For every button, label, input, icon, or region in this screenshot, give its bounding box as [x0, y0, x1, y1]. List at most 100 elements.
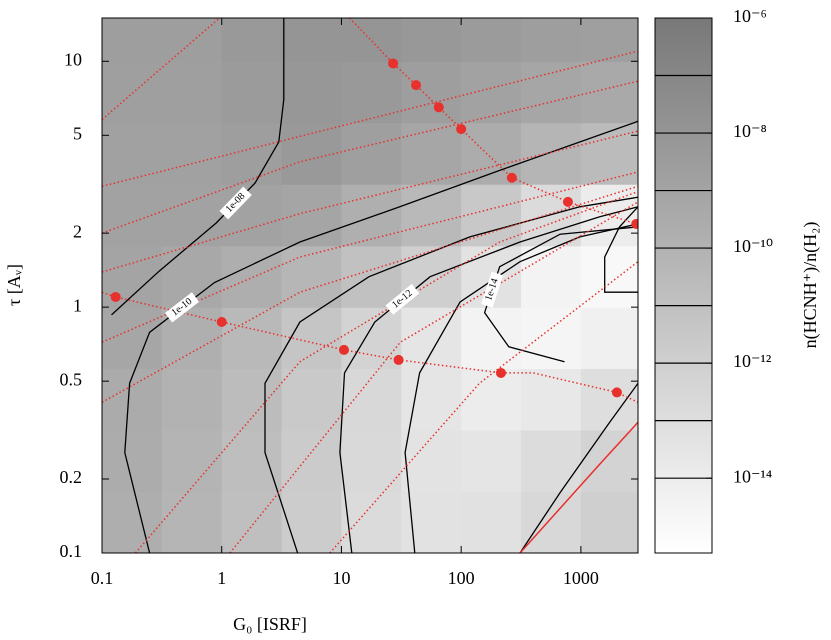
heat-cell — [102, 122, 163, 185]
heat-cell — [521, 430, 582, 493]
heat-cell — [401, 430, 462, 493]
heat-cell — [461, 430, 522, 493]
point — [216, 317, 227, 328]
heat-cell — [161, 184, 223, 247]
model-line — [519, 421, 638, 553]
heat-cell — [580, 491, 638, 553]
heat-cell — [580, 184, 638, 247]
contour-line — [404, 223, 638, 553]
contour-label-box — [219, 186, 252, 220]
heat-cell — [521, 245, 582, 308]
heat-cell — [341, 122, 402, 185]
contours — [111, 18, 638, 553]
heat-cell — [221, 245, 283, 308]
heat-cell — [461, 368, 522, 431]
heat-cell — [580, 368, 638, 431]
heat-cell — [221, 491, 283, 553]
y-tick-label: 2 — [73, 221, 82, 241]
heat-cell — [221, 61, 283, 124]
point — [631, 218, 638, 229]
heat-cell — [161, 368, 223, 431]
colorbar-label: n(HCNH⁺)/n(H₂) — [800, 222, 821, 349]
point — [338, 344, 349, 355]
x-tick-label: 1 — [217, 568, 226, 588]
heat-cell — [521, 491, 582, 553]
point — [562, 196, 573, 207]
heat-cell — [341, 307, 402, 370]
point — [611, 387, 622, 398]
heat-cell — [401, 122, 462, 185]
contour-label-group: 1e-14 — [481, 271, 504, 308]
contour-line — [519, 382, 638, 553]
heat-cell — [341, 491, 402, 553]
heat-cell — [161, 61, 223, 124]
heat-cell — [521, 18, 582, 62]
contour-line — [264, 196, 638, 553]
heat-cell — [281, 245, 342, 308]
heat-cell — [281, 184, 342, 247]
colorbar-tick-label: 10⁻¹⁰ — [733, 236, 773, 256]
heat-cell — [401, 18, 462, 62]
heat-cell — [281, 61, 342, 124]
point — [388, 58, 399, 69]
point — [110, 291, 121, 302]
x-axis-label: G₀ [ISRF] — [233, 614, 307, 634]
heatmap — [102, 18, 638, 553]
y-tick-label: 10 — [64, 49, 82, 69]
x-tick-label: 10 — [332, 568, 350, 588]
heat-cell — [461, 491, 522, 553]
heat-cell — [102, 61, 163, 124]
heat-cell — [161, 430, 223, 493]
colorbar-tick-label: 10⁻¹² — [733, 351, 771, 371]
contour-line — [124, 120, 638, 553]
heat-cell — [281, 430, 342, 493]
heat-cell — [580, 245, 638, 308]
heat-cell — [102, 184, 163, 247]
colorbar-tick-label: 10⁻⁶ — [733, 6, 767, 26]
heat-cell — [580, 18, 638, 62]
point — [393, 354, 404, 365]
heat-cell — [341, 368, 402, 431]
heat-cell — [281, 368, 342, 431]
heat-cell — [341, 430, 402, 493]
colorbar-tick-label: 10⁻¹⁴ — [733, 466, 772, 486]
heat-cell — [580, 430, 638, 493]
point — [495, 367, 506, 378]
x-tick-label: 100 — [448, 568, 475, 588]
heat-cell — [341, 184, 402, 247]
heat-cell — [341, 61, 402, 124]
heat-cell — [281, 491, 342, 553]
heat-cell — [401, 307, 462, 370]
heat-cell — [401, 184, 462, 247]
heat-cell — [461, 307, 522, 370]
model-line — [349, 18, 637, 225]
point — [456, 124, 467, 135]
contour-label-box — [385, 283, 420, 315]
heat-cell — [521, 61, 582, 124]
heat-cell — [461, 18, 522, 62]
heat-cell — [102, 491, 163, 553]
model-line — [102, 130, 638, 273]
x-tick-label: 1000 — [563, 568, 599, 588]
heat-cell — [281, 18, 342, 62]
heat-cell — [221, 430, 283, 493]
point — [433, 102, 444, 113]
heat-cell — [461, 61, 522, 124]
contour-label-box — [164, 292, 200, 323]
heat-cell — [221, 368, 283, 431]
colorbar-tick-label: 10⁻⁸ — [733, 121, 767, 141]
contour-label-box — [481, 271, 504, 308]
y-tick-label: 0.1 — [60, 541, 83, 561]
plot-frame — [101, 17, 639, 554]
heat-cell — [341, 18, 402, 62]
heat-cell — [161, 491, 223, 553]
heat-cell — [521, 368, 582, 431]
y-tick-label: 0.5 — [60, 369, 83, 389]
heat-cell — [580, 307, 638, 370]
y-axis-label: τ [Aᵥ] — [4, 264, 24, 306]
heat-cell — [161, 18, 223, 62]
model-line — [102, 18, 221, 121]
heat-cell — [521, 122, 582, 185]
